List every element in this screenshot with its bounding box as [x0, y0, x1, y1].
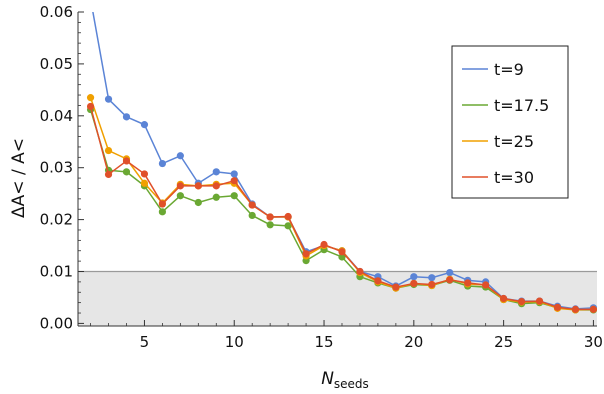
- data-point: [176, 152, 184, 160]
- data-point: [266, 213, 274, 221]
- data-point: [392, 283, 400, 291]
- data-point: [230, 192, 238, 200]
- data-point: [140, 170, 149, 178]
- data-point: [176, 192, 184, 200]
- legend-box: [451, 45, 569, 199]
- y-tick-label: 0.02: [40, 211, 73, 229]
- data-point: [140, 179, 149, 187]
- x-tick-label: 5: [140, 333, 150, 351]
- data-point: [374, 277, 382, 285]
- data-point: [500, 294, 508, 303]
- y-tick-label: 0.03: [40, 159, 73, 177]
- data-point: [122, 157, 131, 165]
- legend-entry: t=9: [462, 60, 524, 79]
- data-point: [482, 281, 490, 289]
- data-point: [194, 198, 202, 207]
- legend-label: t=9: [494, 60, 524, 79]
- x-tick-label: 15: [314, 333, 333, 351]
- data-point: [176, 182, 184, 190]
- legend: t=9 t=17.5 t=25 t=30: [451, 45, 569, 199]
- data-point: [517, 298, 526, 306]
- data-point: [104, 170, 113, 179]
- x-tick-label: 10: [225, 333, 244, 351]
- data-point: [284, 212, 292, 221]
- data-point: [212, 193, 220, 201]
- data-point: [428, 280, 436, 289]
- data-point: [338, 253, 346, 261]
- x-tick-label: 25: [494, 333, 513, 351]
- legend-label: t=25: [494, 132, 534, 151]
- data-point: [266, 221, 274, 229]
- data-point: [338, 248, 346, 256]
- data-point: [158, 159, 167, 168]
- data-point: [122, 113, 131, 121]
- x-axis-title: Nseeds: [321, 369, 369, 391]
- data-point: [248, 211, 256, 220]
- x-axis-title-main: N: [321, 369, 334, 389]
- y-tick-label: 0.05: [40, 55, 73, 73]
- legend-label: t=17.5: [494, 96, 549, 115]
- data-point: [446, 276, 454, 284]
- data-point: [464, 279, 472, 287]
- y-axis-title: ΔA< / A<: [9, 138, 29, 218]
- data-point: [104, 95, 113, 103]
- series-group: [86, 12, 597, 314]
- data-point: [140, 121, 149, 129]
- series-t=30: [86, 102, 597, 313]
- y-tick-label: 0.04: [40, 107, 73, 125]
- x-axis-title-sub: seeds: [334, 377, 369, 391]
- data-point: [230, 177, 238, 185]
- data-point: [86, 94, 95, 102]
- data-point: [571, 305, 580, 313]
- data-point: [589, 305, 597, 313]
- data-point: [122, 168, 131, 176]
- y-tick-label: 0.00: [40, 314, 73, 332]
- data-point: [158, 208, 167, 216]
- x-tick-label: 30: [584, 333, 603, 351]
- data-point: [284, 222, 292, 230]
- data-point: [320, 240, 328, 249]
- y-tick-label: 0.06: [40, 3, 73, 21]
- data-point: [104, 146, 113, 155]
- data-point: [248, 201, 256, 209]
- data-point: [212, 168, 220, 176]
- legend-entry: t=30: [462, 168, 534, 187]
- data-point: [230, 170, 238, 178]
- data-point: [194, 182, 202, 190]
- data-point: [158, 200, 167, 208]
- data-point: [86, 102, 95, 111]
- data-point: [302, 250, 310, 258]
- x-tick-label: 20: [404, 333, 423, 351]
- y-tick-label: 0.01: [40, 263, 73, 281]
- data-point: [410, 273, 418, 281]
- legend-label: t=30: [494, 168, 534, 187]
- legend-entry: t=25: [462, 132, 534, 151]
- data-point: [356, 267, 364, 276]
- axes: 0.00 0.01 0.02 0.03 0.04 0.05 0.06 5 10 15 20 25 30: [40, 3, 603, 351]
- legend-entry: t=17.5: [462, 96, 549, 115]
- data-point: [428, 274, 436, 282]
- data-point: [446, 268, 454, 277]
- data-point: [535, 297, 544, 305]
- data-point: [553, 303, 562, 311]
- data-point: [410, 279, 418, 288]
- data-point: [212, 182, 220, 190]
